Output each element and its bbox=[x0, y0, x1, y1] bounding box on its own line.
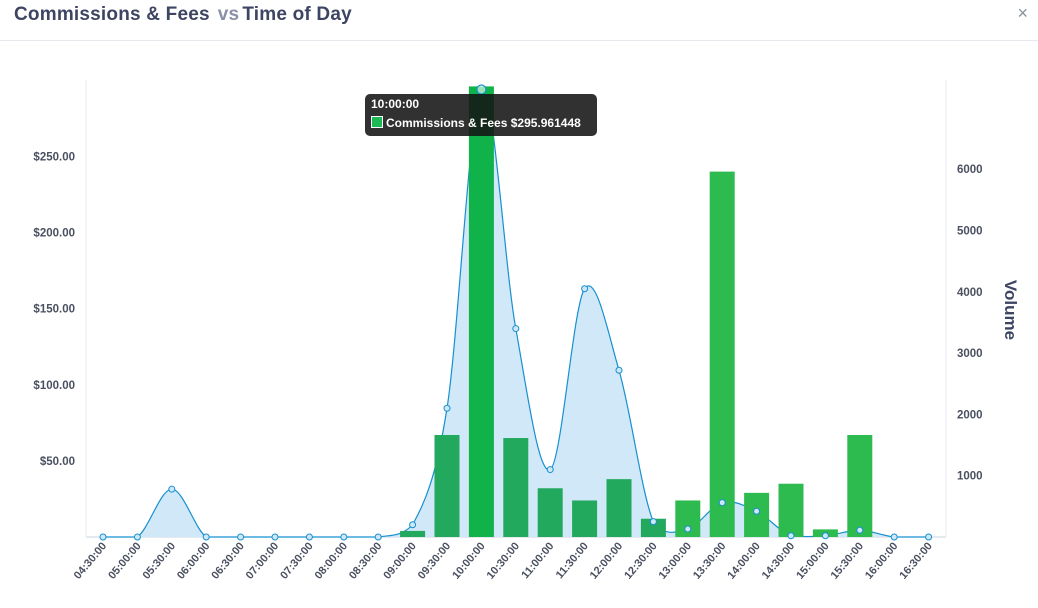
bar-110000 bbox=[537, 488, 563, 537]
volume-point-163000 bbox=[925, 533, 933, 541]
volume-point-070000 bbox=[271, 533, 279, 541]
x-tick-label: 08:00:00 bbox=[313, 540, 351, 581]
x-tick-label: 08:30:00 bbox=[347, 540, 385, 581]
y-right-tick-label: 4000 bbox=[957, 287, 983, 299]
title-right: Time of Day bbox=[242, 4, 352, 25]
x-tick-label: 11:30:00 bbox=[554, 540, 591, 581]
x-tick-label: 15:00:00 bbox=[794, 540, 832, 581]
volume-point-100000 bbox=[476, 84, 487, 95]
x-tick-label: 06:00:00 bbox=[175, 540, 213, 581]
x-tick-label: 10:00:00 bbox=[450, 540, 488, 581]
bar-133000 bbox=[709, 171, 735, 537]
volume-point-133000 bbox=[718, 499, 726, 507]
bar-093000 bbox=[434, 434, 460, 537]
y-left-tick-label: $150.00 bbox=[33, 304, 75, 316]
volume-point-083000 bbox=[374, 533, 382, 541]
bar-103000 bbox=[503, 438, 529, 537]
volume-point-143000 bbox=[787, 532, 795, 540]
volume-point-063000 bbox=[237, 533, 245, 541]
tooltip-value: $295.961448 bbox=[510, 116, 581, 130]
y-left-tick-label: $50.00 bbox=[40, 456, 75, 468]
x-tick-label: 13:00:00 bbox=[657, 540, 695, 581]
volume-points bbox=[99, 84, 933, 541]
y-left-tick-label: $100.00 bbox=[33, 380, 75, 392]
bar-153000 bbox=[847, 434, 873, 537]
x-tick-label: 05:00:00 bbox=[106, 540, 144, 581]
volume-point-150000 bbox=[821, 532, 829, 540]
title-left: Commissions & Fees bbox=[14, 4, 210, 25]
x-tick-label: 11:00:00 bbox=[519, 540, 556, 581]
volume-point-110000 bbox=[546, 466, 554, 474]
bar-140000 bbox=[744, 492, 770, 537]
x-tick-label: 13:30:00 bbox=[691, 540, 729, 581]
chart-header: Commissions & Fees vs Time of Day × bbox=[0, 0, 1038, 41]
x-tick-label: 07:00:00 bbox=[244, 540, 282, 581]
y-right-tick-label: 3000 bbox=[957, 348, 983, 360]
x-tick-label: 16:30:00 bbox=[897, 540, 935, 581]
x-tick-label: 15:30:00 bbox=[829, 540, 867, 581]
volume-point-093000 bbox=[443, 404, 451, 412]
x-tick-label: 14:30:00 bbox=[760, 540, 798, 581]
x-tick-label: 16:00:00 bbox=[863, 540, 901, 581]
y-right-tick-label: 6000 bbox=[957, 164, 983, 176]
x-tick-label: 06:30:00 bbox=[209, 540, 247, 581]
volume-point-123000 bbox=[649, 518, 657, 526]
x-tick-label: 12:30:00 bbox=[622, 540, 660, 581]
y-right-tick-label: 2000 bbox=[957, 409, 983, 421]
volume-point-120000 bbox=[615, 366, 623, 374]
volume-point-090000 bbox=[409, 521, 417, 529]
bar-120000 bbox=[606, 479, 632, 537]
volume-point-073000 bbox=[305, 533, 313, 541]
bar-090000 bbox=[400, 530, 426, 537]
chart-tooltip: 10:00:00 Commissions & Fees $295.961448 bbox=[365, 94, 597, 136]
volume-point-113000 bbox=[581, 285, 589, 293]
volume-point-153000 bbox=[856, 526, 864, 534]
tooltip-time: 10:00:00 bbox=[371, 97, 420, 111]
bar-123000 bbox=[640, 518, 666, 537]
x-tick-label: 12:00:00 bbox=[588, 540, 626, 581]
x-tick-label: 07:30:00 bbox=[278, 540, 316, 581]
y-right-tick-label: 5000 bbox=[957, 226, 983, 238]
chart-title: Commissions & Fees vs Time of Day bbox=[14, 4, 352, 26]
tooltip-row: Commissions & Fees $295.961448 bbox=[371, 116, 581, 130]
x-tick-label: 09:30:00 bbox=[416, 540, 454, 581]
bar-143000 bbox=[778, 483, 804, 537]
x-tick-label: 09:00:00 bbox=[381, 540, 419, 581]
y-left-tick-label: $250.00 bbox=[33, 151, 75, 163]
bar-100000 bbox=[468, 86, 494, 538]
x-tick-label: 10:30:00 bbox=[485, 540, 523, 581]
volume-point-050000 bbox=[133, 533, 141, 541]
volume-point-130000 bbox=[684, 525, 692, 533]
x-tick-label: 05:30:00 bbox=[141, 540, 179, 581]
tooltip-swatch bbox=[371, 116, 383, 128]
x-tick-label: 14:00:00 bbox=[725, 540, 763, 581]
commissions-bar-series bbox=[400, 86, 873, 538]
title-vs: vs bbox=[217, 4, 240, 25]
close-icon[interactable]: × bbox=[1017, 3, 1028, 23]
volume-point-043000 bbox=[99, 533, 107, 541]
volume-point-060000 bbox=[202, 533, 210, 541]
tooltip-series: Commissions & Fees bbox=[386, 116, 508, 130]
x-tick-label: 04:30:00 bbox=[72, 540, 110, 581]
y-left-tick-label: $200.00 bbox=[33, 228, 75, 240]
volume-point-103000 bbox=[512, 325, 520, 333]
y-right-tick-label: 1000 bbox=[957, 471, 983, 483]
volume-point-080000 bbox=[340, 533, 348, 541]
volume-point-140000 bbox=[753, 507, 761, 515]
bar-113000 bbox=[572, 500, 598, 537]
volume-point-053000 bbox=[168, 485, 176, 493]
y-right-axis-title: Volume bbox=[1001, 280, 1020, 340]
volume-point-160000 bbox=[890, 533, 898, 541]
